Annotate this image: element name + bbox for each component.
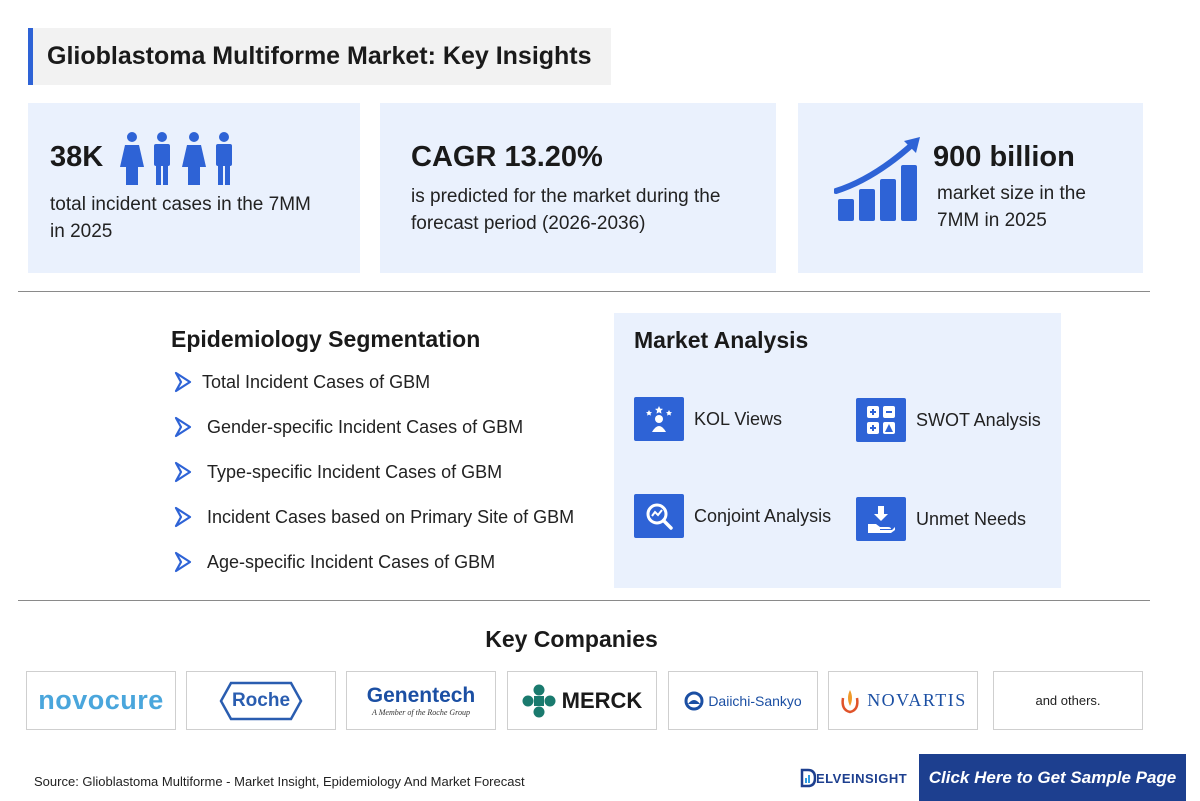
stat-value: 900 billion bbox=[933, 141, 1075, 173]
stat-card-cagr: CAGR 13.20% is predicted for the market … bbox=[380, 103, 776, 273]
stat-description: market size in the 7MM in 2025 bbox=[937, 183, 1086, 231]
logo-genentech: Genentech A Member of the Roche Group bbox=[346, 671, 496, 730]
stat-card-incident-cases: 38K total incident cases in the 7MM in 2… bbox=[28, 103, 360, 273]
logo-daiichi-sankyo: Daiichi-Sankyo bbox=[668, 671, 818, 730]
stat-card-market-size: 900 billion market size in the 7MM in 20… bbox=[798, 103, 1143, 273]
get-sample-page-button[interactable]: Click Here to Get Sample Page bbox=[919, 754, 1186, 801]
people-icon bbox=[120, 132, 232, 185]
chevron-right-icon bbox=[174, 461, 192, 483]
chevron-right-icon bbox=[174, 416, 192, 438]
chevron-right-icon bbox=[174, 551, 192, 573]
divider bbox=[18, 600, 1150, 601]
growth-chart-icon bbox=[834, 137, 920, 221]
market-analysis-item-kol: KOL Views bbox=[634, 397, 782, 441]
divider bbox=[18, 291, 1150, 292]
daiichi-mark bbox=[684, 691, 704, 710]
market-analysis-item-conjoint: Conjoint Analysis bbox=[634, 494, 831, 538]
logo-roche: Roche bbox=[186, 671, 336, 730]
novartis-flame bbox=[841, 689, 859, 713]
epidemiology-item: Type-specific Incident Cases of GBM bbox=[174, 461, 502, 483]
conjoint-icon bbox=[634, 494, 684, 538]
market-analysis-panel: Market Analysis KOL Views SWOT Analysis … bbox=[614, 313, 1061, 588]
epidemiology-item: Gender-specific Incident Cases of GBM bbox=[174, 416, 523, 438]
kol-icon bbox=[634, 397, 684, 441]
logo-novocure: novocure bbox=[26, 671, 176, 730]
chevron-right-icon bbox=[174, 506, 192, 528]
market-analysis-title: Market Analysis bbox=[634, 327, 809, 353]
market-analysis-item-unmet-needs: Unmet Needs bbox=[856, 497, 1026, 541]
key-companies-title: Key Companies bbox=[485, 626, 658, 652]
epidemiology-title: Epidemiology Segmentation bbox=[171, 326, 481, 352]
stat-value: CAGR 13.20% bbox=[411, 141, 603, 173]
merck-mark bbox=[522, 684, 556, 717]
swot-icon bbox=[856, 398, 906, 442]
title-box: Glioblastoma Multiforme Market: Key Insi… bbox=[28, 28, 611, 85]
logo-novartis: NOVARTIS bbox=[828, 671, 978, 730]
stat-description: is predicted for the market during the f… bbox=[411, 186, 721, 234]
chevron-right-icon bbox=[174, 371, 192, 393]
epidemiology-item: Incident Cases based on Primary Site of … bbox=[174, 506, 574, 528]
market-analysis-item-swot: SWOT Analysis bbox=[856, 398, 1041, 442]
stat-value: 38K bbox=[50, 141, 104, 173]
epidemiology-item: Total Incident Cases of GBM bbox=[174, 371, 430, 393]
logo-merck: MERCK bbox=[507, 671, 657, 730]
roche-hexagon bbox=[219, 681, 303, 720]
unmet-needs-icon bbox=[856, 497, 906, 541]
delveinsight-mark bbox=[800, 768, 816, 788]
source-note: Source: Glioblastoma Multiforme - Market… bbox=[34, 774, 525, 789]
epidemiology-item: Age-specific Incident Cases of GBM bbox=[174, 551, 495, 573]
stat-description: total incident cases in the 7MM in 2025 bbox=[50, 194, 311, 242]
brand-logo: ELVEINSIGHT bbox=[800, 768, 907, 788]
page-title: Glioblastoma Multiforme Market: Key Insi… bbox=[47, 42, 592, 70]
logo-others: and others. bbox=[993, 671, 1143, 730]
